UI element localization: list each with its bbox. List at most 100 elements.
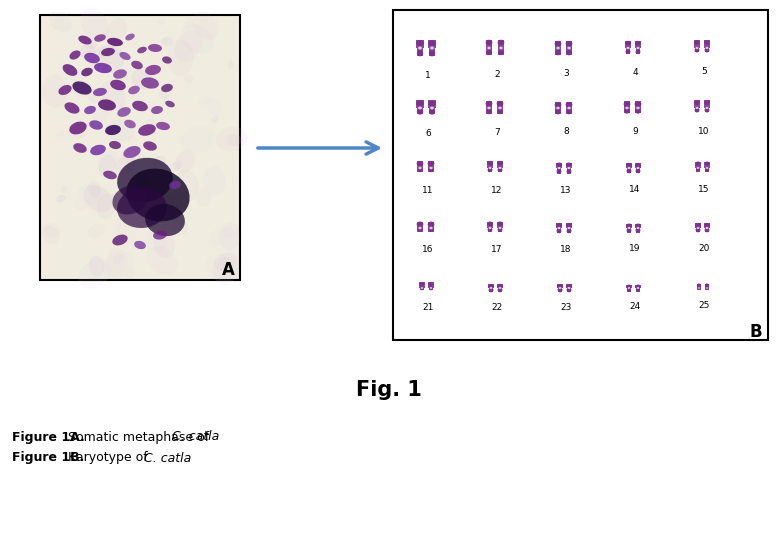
Ellipse shape: [498, 50, 504, 55]
Bar: [555, 108, 561, 114]
Bar: [705, 228, 710, 232]
Ellipse shape: [626, 223, 632, 228]
Ellipse shape: [117, 107, 131, 117]
Ellipse shape: [628, 287, 630, 289]
Text: 2: 2: [494, 70, 499, 79]
Ellipse shape: [635, 163, 641, 168]
Bar: [555, 41, 562, 48]
Bar: [696, 162, 700, 168]
Ellipse shape: [96, 194, 117, 219]
Ellipse shape: [98, 150, 118, 172]
Ellipse shape: [131, 61, 143, 69]
Ellipse shape: [79, 36, 92, 44]
Ellipse shape: [89, 46, 125, 73]
Ellipse shape: [119, 52, 131, 60]
Ellipse shape: [71, 80, 92, 97]
Ellipse shape: [161, 37, 173, 46]
Bar: [497, 284, 503, 288]
Ellipse shape: [567, 47, 571, 49]
Bar: [635, 41, 641, 48]
Ellipse shape: [214, 253, 237, 272]
Bar: [556, 162, 562, 168]
Ellipse shape: [556, 107, 559, 109]
Bar: [626, 285, 632, 288]
Bar: [626, 228, 632, 233]
Ellipse shape: [636, 228, 640, 233]
Ellipse shape: [696, 162, 700, 166]
Ellipse shape: [117, 158, 173, 202]
Ellipse shape: [81, 68, 93, 76]
Ellipse shape: [63, 64, 77, 76]
Ellipse shape: [419, 227, 422, 229]
Ellipse shape: [158, 91, 169, 100]
Ellipse shape: [72, 81, 92, 95]
Ellipse shape: [485, 39, 492, 45]
Bar: [696, 168, 700, 171]
Bar: [497, 161, 503, 168]
Ellipse shape: [162, 56, 172, 64]
Ellipse shape: [44, 222, 61, 237]
Bar: [566, 288, 571, 292]
Ellipse shape: [498, 227, 503, 232]
Text: 19: 19: [629, 244, 641, 253]
Bar: [626, 168, 632, 173]
Ellipse shape: [556, 228, 562, 233]
Ellipse shape: [429, 282, 433, 286]
Ellipse shape: [556, 162, 562, 167]
Ellipse shape: [169, 181, 181, 189]
Ellipse shape: [137, 47, 147, 54]
Bar: [566, 284, 572, 288]
Bar: [704, 162, 710, 168]
Ellipse shape: [61, 185, 68, 193]
Bar: [498, 48, 504, 55]
Text: 20: 20: [699, 244, 710, 253]
Ellipse shape: [161, 84, 173, 92]
Ellipse shape: [694, 100, 700, 105]
Bar: [636, 168, 640, 173]
Ellipse shape: [557, 284, 563, 289]
Ellipse shape: [696, 47, 699, 49]
Text: 25: 25: [699, 301, 710, 310]
Bar: [428, 100, 436, 108]
Ellipse shape: [696, 107, 699, 109]
Ellipse shape: [113, 254, 124, 264]
Text: 15: 15: [698, 185, 710, 194]
Ellipse shape: [566, 102, 573, 108]
Ellipse shape: [138, 124, 156, 136]
Ellipse shape: [566, 223, 572, 228]
Ellipse shape: [145, 230, 166, 252]
Ellipse shape: [558, 167, 560, 169]
Ellipse shape: [636, 288, 640, 292]
Ellipse shape: [101, 80, 125, 110]
Text: 18: 18: [560, 245, 572, 254]
Ellipse shape: [706, 167, 708, 169]
Ellipse shape: [496, 101, 503, 106]
Ellipse shape: [149, 192, 184, 219]
Bar: [498, 39, 504, 48]
Ellipse shape: [429, 167, 433, 169]
Ellipse shape: [555, 41, 562, 47]
Ellipse shape: [148, 44, 162, 52]
Text: 9: 9: [632, 127, 638, 136]
Ellipse shape: [626, 47, 629, 49]
Ellipse shape: [556, 47, 559, 49]
Ellipse shape: [430, 107, 434, 109]
Ellipse shape: [635, 108, 641, 114]
Ellipse shape: [212, 253, 239, 280]
Bar: [695, 48, 699, 52]
Ellipse shape: [168, 162, 180, 170]
Ellipse shape: [421, 287, 423, 289]
Ellipse shape: [156, 122, 170, 130]
Ellipse shape: [88, 181, 100, 197]
Bar: [705, 48, 710, 52]
Bar: [488, 284, 494, 288]
Ellipse shape: [626, 163, 632, 168]
Ellipse shape: [698, 287, 700, 289]
Ellipse shape: [134, 241, 146, 249]
Text: C. catla: C. catla: [144, 452, 191, 465]
Bar: [416, 100, 424, 108]
Bar: [704, 40, 710, 48]
Ellipse shape: [49, 10, 72, 32]
Text: 22: 22: [492, 303, 503, 312]
Bar: [705, 168, 709, 171]
